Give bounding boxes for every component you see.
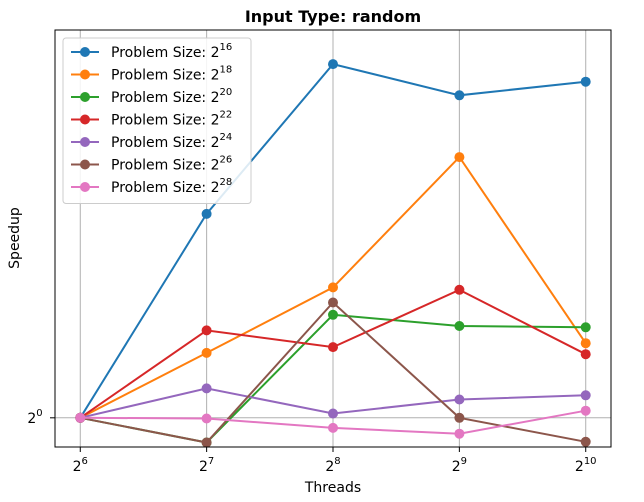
legend-swatch-marker [80, 47, 90, 57]
x-tick-label: 26 [73, 456, 88, 475]
x-tick-label: 27 [199, 456, 214, 475]
legend-label: Problem Size: 216 [111, 42, 232, 61]
legend-swatch-marker [80, 137, 90, 147]
series-2-18-point [580, 338, 591, 349]
x-tick-label: 210 [575, 456, 597, 475]
legend-item: Problem Size: 224 [71, 132, 232, 151]
legend-label: Problem Size: 218 [111, 65, 232, 84]
legend-swatch-marker [80, 92, 90, 102]
series-2-28-point [75, 412, 86, 423]
legend-label: Problem Size: 220 [111, 87, 232, 106]
series-2-28-point [201, 413, 212, 424]
legend-swatch-marker [80, 159, 90, 170]
legend-item: Problem Size: 228 [71, 177, 232, 196]
legend-label: Problem Size: 226 [111, 155, 232, 174]
axes: 26 27 28 29 210 20 [27, 408, 596, 475]
series-2-24-point [201, 383, 212, 394]
legend: Problem Size: 216 Problem Size: 218 Proble… [62, 37, 252, 204]
series-2-24-point [328, 408, 338, 419]
series-2-16-point [580, 76, 591, 87]
series-2-26-point [328, 297, 338, 308]
x-tick-label: 28 [325, 456, 340, 475]
legend-swatch-marker [80, 182, 90, 192]
y-axis-label: Speedup [7, 207, 23, 269]
legend-label: Problem Size: 228 [111, 177, 232, 196]
legend-label: Problem Size: 222 [111, 110, 232, 129]
series-2-22-point [580, 349, 591, 360]
legend-swatch-marker [80, 114, 90, 125]
legend-item: Problem Size: 220 [71, 87, 232, 106]
series-2-28-point [328, 422, 338, 433]
series-2-28-point [454, 428, 465, 439]
series-2-18-point [201, 347, 212, 358]
series-2-24-point [580, 390, 591, 401]
series-2-22-point [201, 325, 212, 336]
chart-title: Input Type: random [245, 7, 421, 26]
legend-label: Problem Size: 224 [111, 132, 232, 151]
series-2-26-point [580, 436, 591, 447]
series-2-22-point [328, 342, 338, 353]
series-layer [75, 59, 591, 448]
legend-item: Problem Size: 226 [71, 155, 232, 174]
series-2-26-point [201, 437, 212, 448]
series-2-16-point [201, 208, 212, 219]
series-2-22-point [454, 284, 465, 295]
legend-item: Problem Size: 216 [71, 42, 232, 61]
legend-box [62, 37, 252, 204]
series-2-28-point [580, 405, 591, 416]
legend-item: Problem Size: 222 [71, 110, 232, 129]
series-2-18-point [328, 282, 338, 293]
series-2-16-point [328, 59, 338, 70]
series-2-20-point [328, 309, 338, 320]
series-2-20-point [454, 321, 465, 331]
series-2-26-point [454, 412, 465, 423]
series-2-20-point [580, 322, 591, 333]
series-2-24-point [454, 394, 465, 405]
x-tick-label: 29 [452, 456, 467, 475]
series-2-18-point [454, 152, 465, 163]
x-axis-label: Threads [304, 480, 361, 496]
y-tick-label: 20 [27, 408, 42, 427]
legend-item: Problem Size: 218 [71, 65, 232, 84]
legend-swatch-marker [80, 69, 90, 80]
series-2-16-point [454, 90, 465, 101]
series-2-28 [75, 405, 591, 439]
